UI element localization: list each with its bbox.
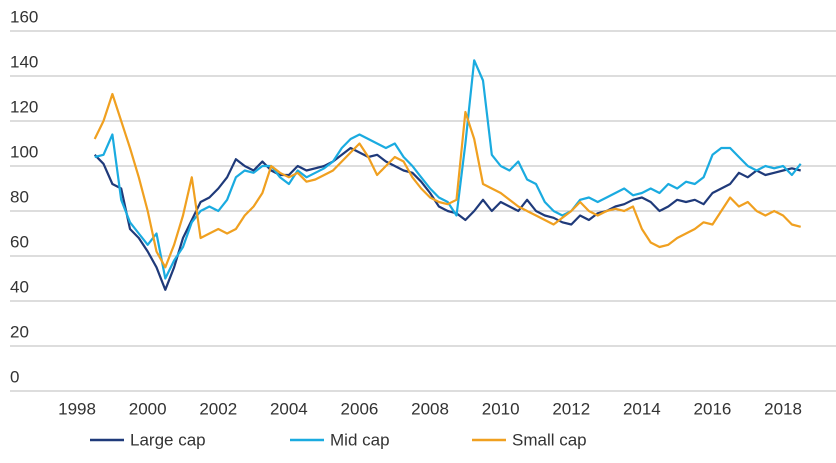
x-tick-label: 2014 [623,399,661,418]
legend-label: Mid cap [330,430,390,449]
series-line [94,59,802,280]
series-line [93,146,801,291]
x-tick-label: 2010 [482,399,520,418]
y-tick-label: 0 [10,367,19,386]
x-tick-label: 2008 [411,399,449,418]
x-tick-label: 2002 [199,399,237,418]
x-tick-label: 1998 [58,399,96,418]
y-tick-label: 60 [10,232,29,251]
legend-label: Small cap [512,430,587,449]
x-tick-label: 2000 [129,399,167,418]
y-tick-label: 20 [10,322,29,341]
y-tick-label: 120 [10,97,38,116]
y-tick-label: 100 [10,142,38,161]
y-tick-label: 140 [10,52,38,71]
x-tick-label: 2006 [341,399,379,418]
x-tick-label: 2012 [552,399,590,418]
x-tick-label: 2018 [764,399,802,418]
series-line [93,92,801,269]
x-tick-label: 2004 [270,399,308,418]
x-tick-label: 2016 [694,399,732,418]
y-tick-label: 80 [10,187,29,206]
y-tick-label: 160 [10,7,38,26]
legend-label: Large cap [130,430,206,449]
y-tick-label: 40 [10,277,29,296]
